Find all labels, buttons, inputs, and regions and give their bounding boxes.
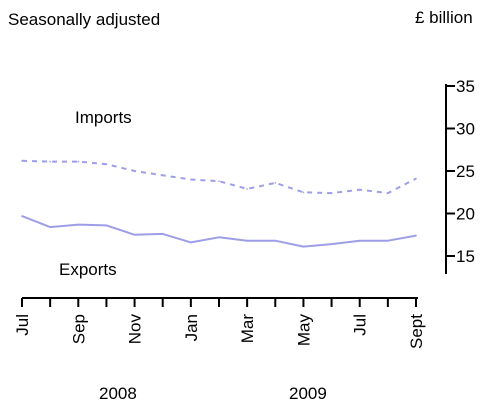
y-tick-label: 20 [456,205,475,224]
y-axis: 15 20 25 30 35 [445,77,475,274]
data-point-imports [77,160,80,163]
data-point-imports [415,177,417,180]
data-point-exports [218,236,220,239]
data-point-imports [358,188,361,191]
data-point-exports [246,239,248,242]
data-point-imports [21,160,23,162]
x-tick-label: Sept [407,314,426,349]
x-tick-label: Nov [126,314,145,345]
x-tick-label: Jul [351,314,370,336]
x-tick-label: Sep [69,314,88,344]
x-tick-label: Jul [13,314,32,336]
year-label-2008: 2008 [99,384,137,403]
y-tick-label: 15 [456,247,475,266]
series-line-exports [21,215,417,248]
data-point-imports [274,182,277,184]
series-line-imports [21,159,417,195]
data-point-exports [415,234,417,237]
y-tick-label: 30 [456,120,475,139]
year-label-2009: 2009 [289,384,327,403]
data-point-exports [105,224,108,227]
y-tick-label: 35 [456,77,475,96]
data-point-imports [302,191,305,194]
data-point-imports [49,160,51,163]
data-point-imports [330,192,333,194]
data-point-exports [190,241,192,244]
data-point-imports [218,180,220,182]
series-label-imports: Imports [75,108,132,127]
chart-subtitle: Seasonally adjusted [8,10,160,29]
data-point-imports [133,170,136,172]
data-point-exports [133,234,136,236]
data-point-exports [274,239,277,242]
data-point-imports [105,163,108,165]
x-tick-label: May [294,314,313,347]
x-tick-label: Mar [238,314,257,344]
data-point-exports [49,226,51,228]
series-label-exports: Exports [59,260,117,279]
data-point-imports [161,174,164,177]
y-tick-label: 25 [456,162,475,181]
x-tick-label: Jan [182,314,201,341]
data-point-exports [302,245,305,248]
data-point-exports [77,223,80,226]
x-axis: Jul Sep Nov Jan Mar May Jul Sept [13,297,426,349]
data-point-exports [161,233,164,235]
data-point-exports [387,239,389,242]
data-point-exports [358,239,361,242]
data-point-imports [246,188,248,190]
series-lines [21,159,417,248]
data-point-exports [330,243,333,245]
data-point-imports [190,178,192,181]
data-point-exports [21,215,23,217]
unit-label: £ billion [415,8,473,27]
data-point-imports [387,192,389,194]
